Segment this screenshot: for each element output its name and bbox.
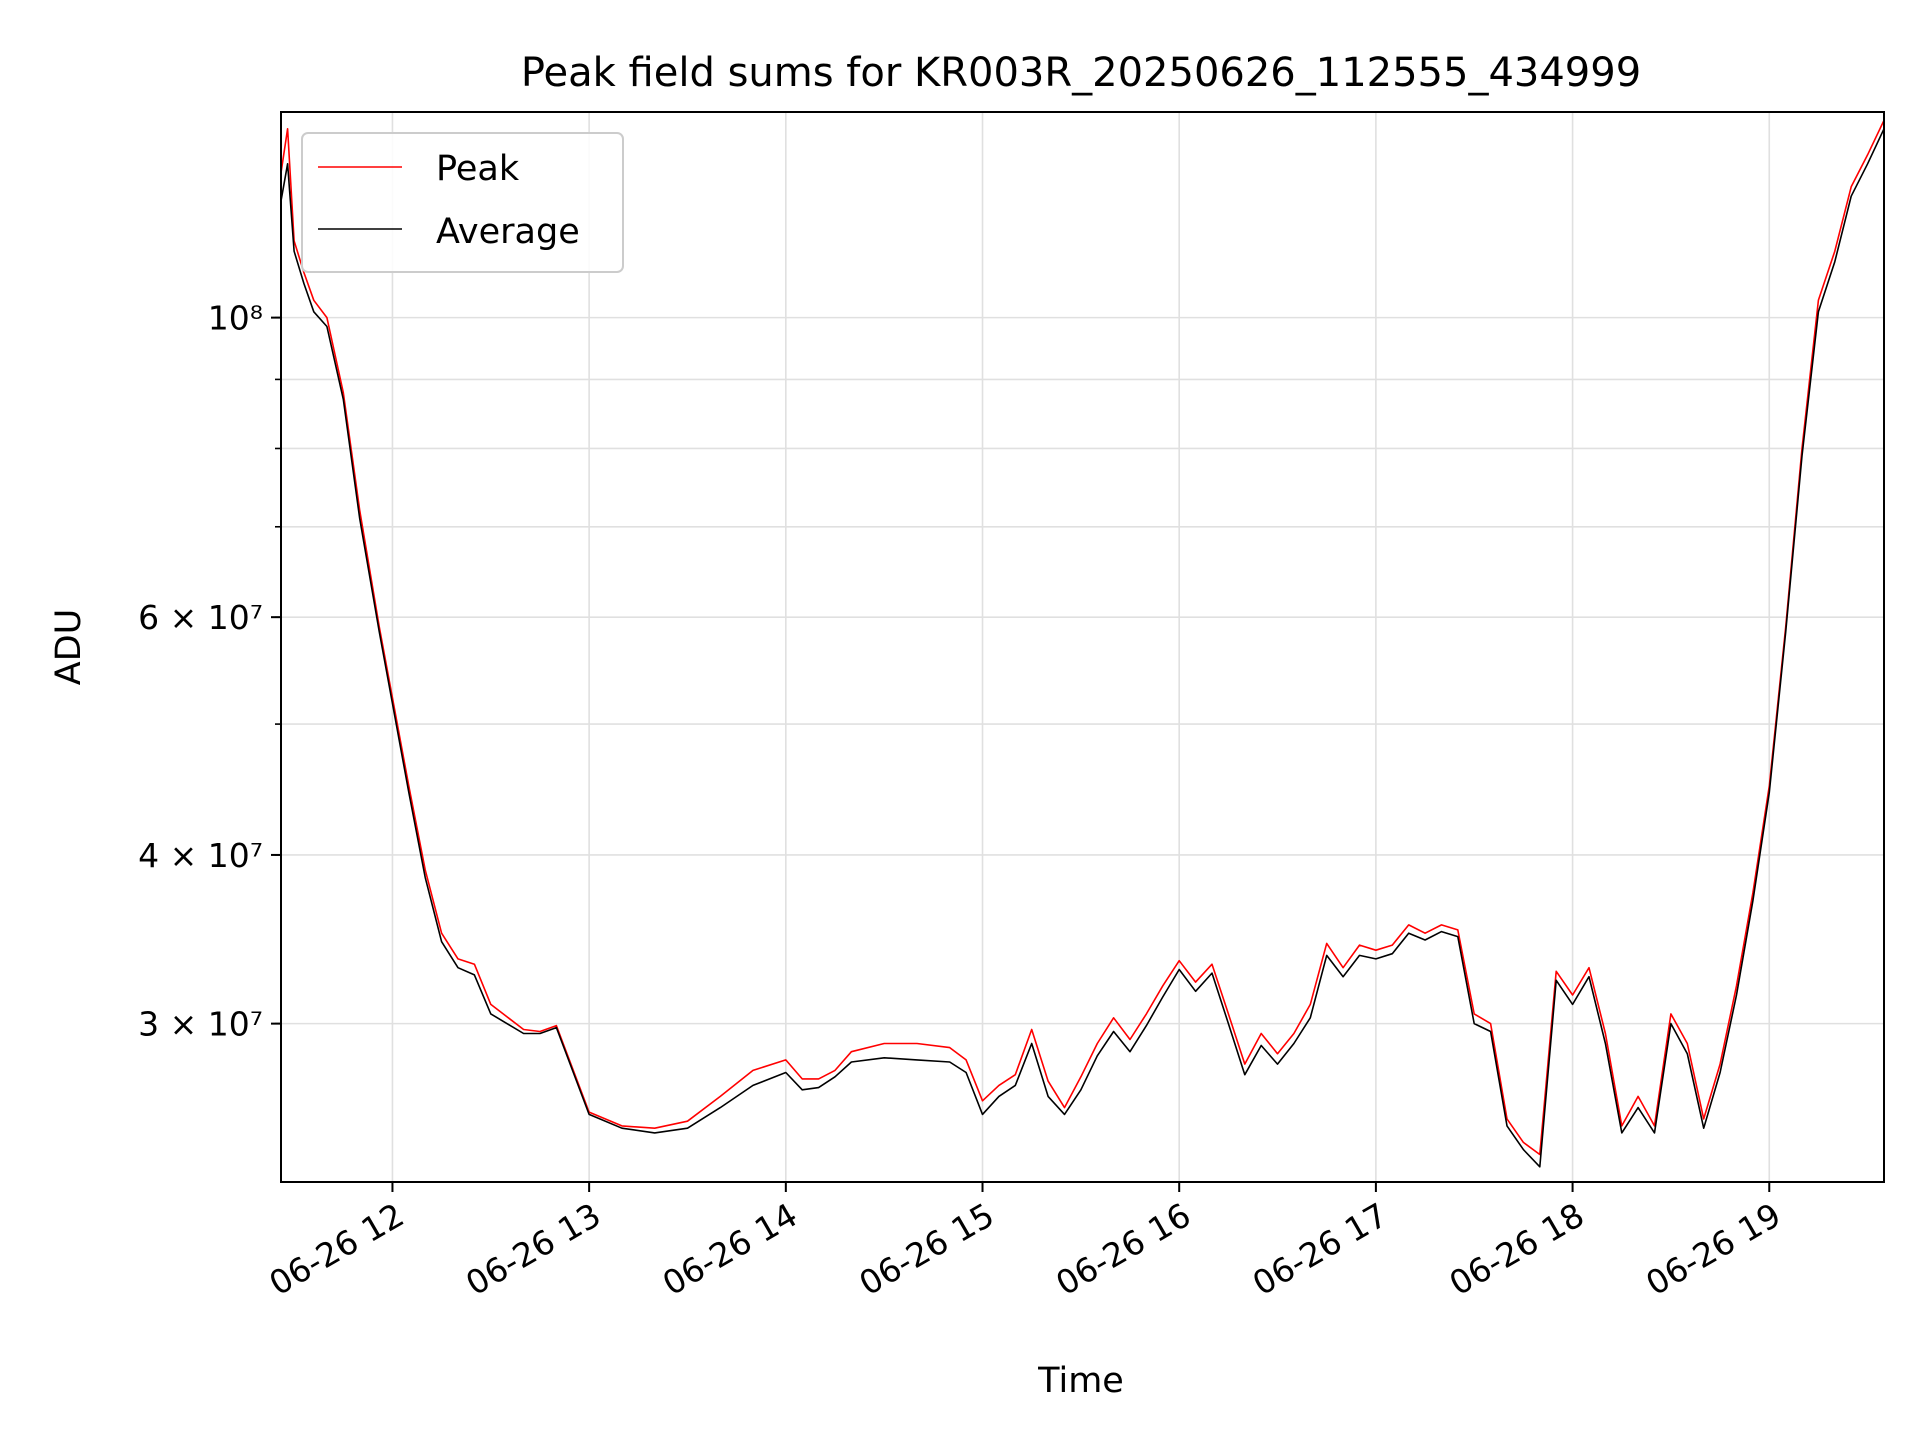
grid bbox=[281, 112, 1884, 1182]
y-axis: 3 × 10⁷ 4 × 10⁷ 6 × 10⁷ 10⁸ bbox=[138, 299, 281, 1044]
legend: Peak Average bbox=[301, 132, 624, 273]
y-tick-label: 3 × 10⁷ bbox=[138, 1005, 263, 1044]
plot-frame bbox=[280, 111, 1885, 1183]
y-tick-label: 6 × 10⁷ bbox=[138, 598, 263, 637]
series-line-average bbox=[280, 128, 1885, 1168]
y-tick-label: 10⁸ bbox=[208, 299, 263, 338]
x-axis-label: Time bbox=[1037, 1361, 1124, 1401]
legend-label-peak: Peak bbox=[436, 149, 520, 189]
chart-title: Peak field sums for KR003R_20250626_1125… bbox=[521, 50, 1641, 96]
y-axis-label: ADU bbox=[49, 609, 89, 686]
series-line-peak bbox=[280, 119, 1885, 1156]
legend-label-average: Average bbox=[436, 212, 580, 252]
y-tick-label: 4 × 10⁷ bbox=[138, 836, 263, 875]
series-layer bbox=[280, 119, 1885, 1168]
